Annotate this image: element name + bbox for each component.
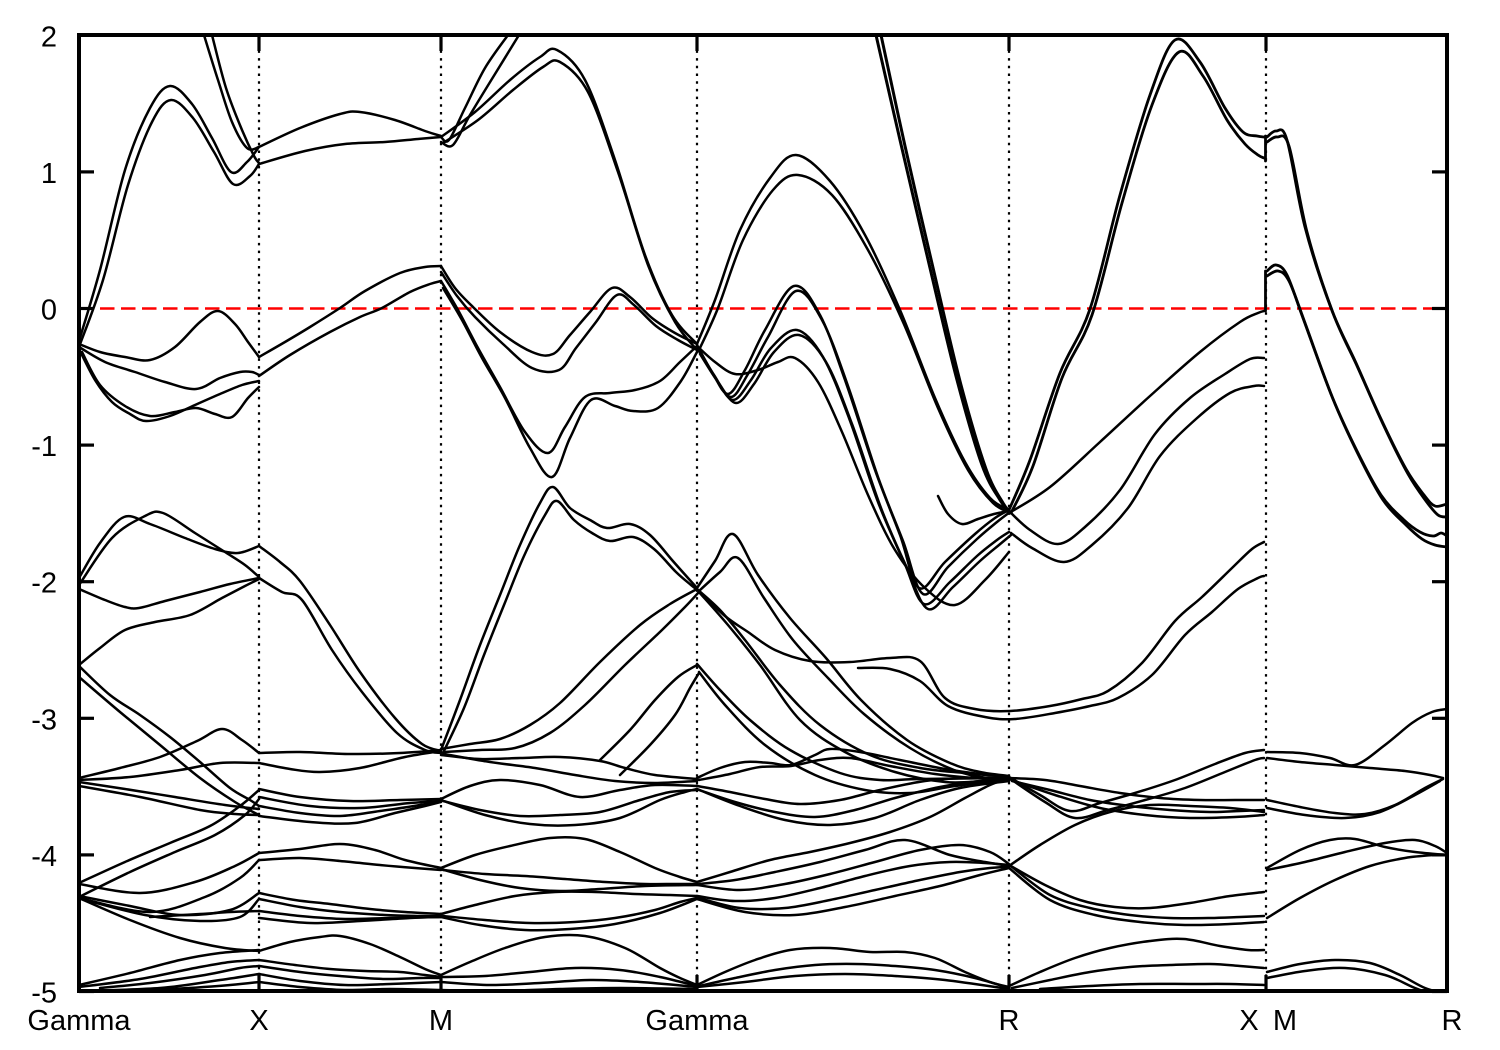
svg-text:-4: -4: [31, 841, 57, 873]
svg-text:R: R: [1442, 1005, 1463, 1037]
svg-text:-1: -1: [31, 431, 57, 463]
svg-text:-3: -3: [31, 704, 57, 736]
svg-text:M: M: [429, 1005, 453, 1037]
svg-text:-2: -2: [31, 568, 57, 600]
svg-text:M: M: [1273, 1005, 1297, 1037]
svg-text:Gamma: Gamma: [645, 1005, 749, 1037]
svg-text:0: 0: [41, 295, 57, 327]
svg-text:Gamma: Gamma: [27, 1005, 131, 1037]
svg-text:1: 1: [41, 158, 57, 190]
svg-text:R: R: [999, 1005, 1020, 1037]
svg-text:X: X: [249, 1005, 268, 1037]
svg-text:2: 2: [41, 21, 57, 53]
svg-text:-5: -5: [31, 978, 57, 1010]
svg-text:X: X: [1239, 1005, 1258, 1037]
